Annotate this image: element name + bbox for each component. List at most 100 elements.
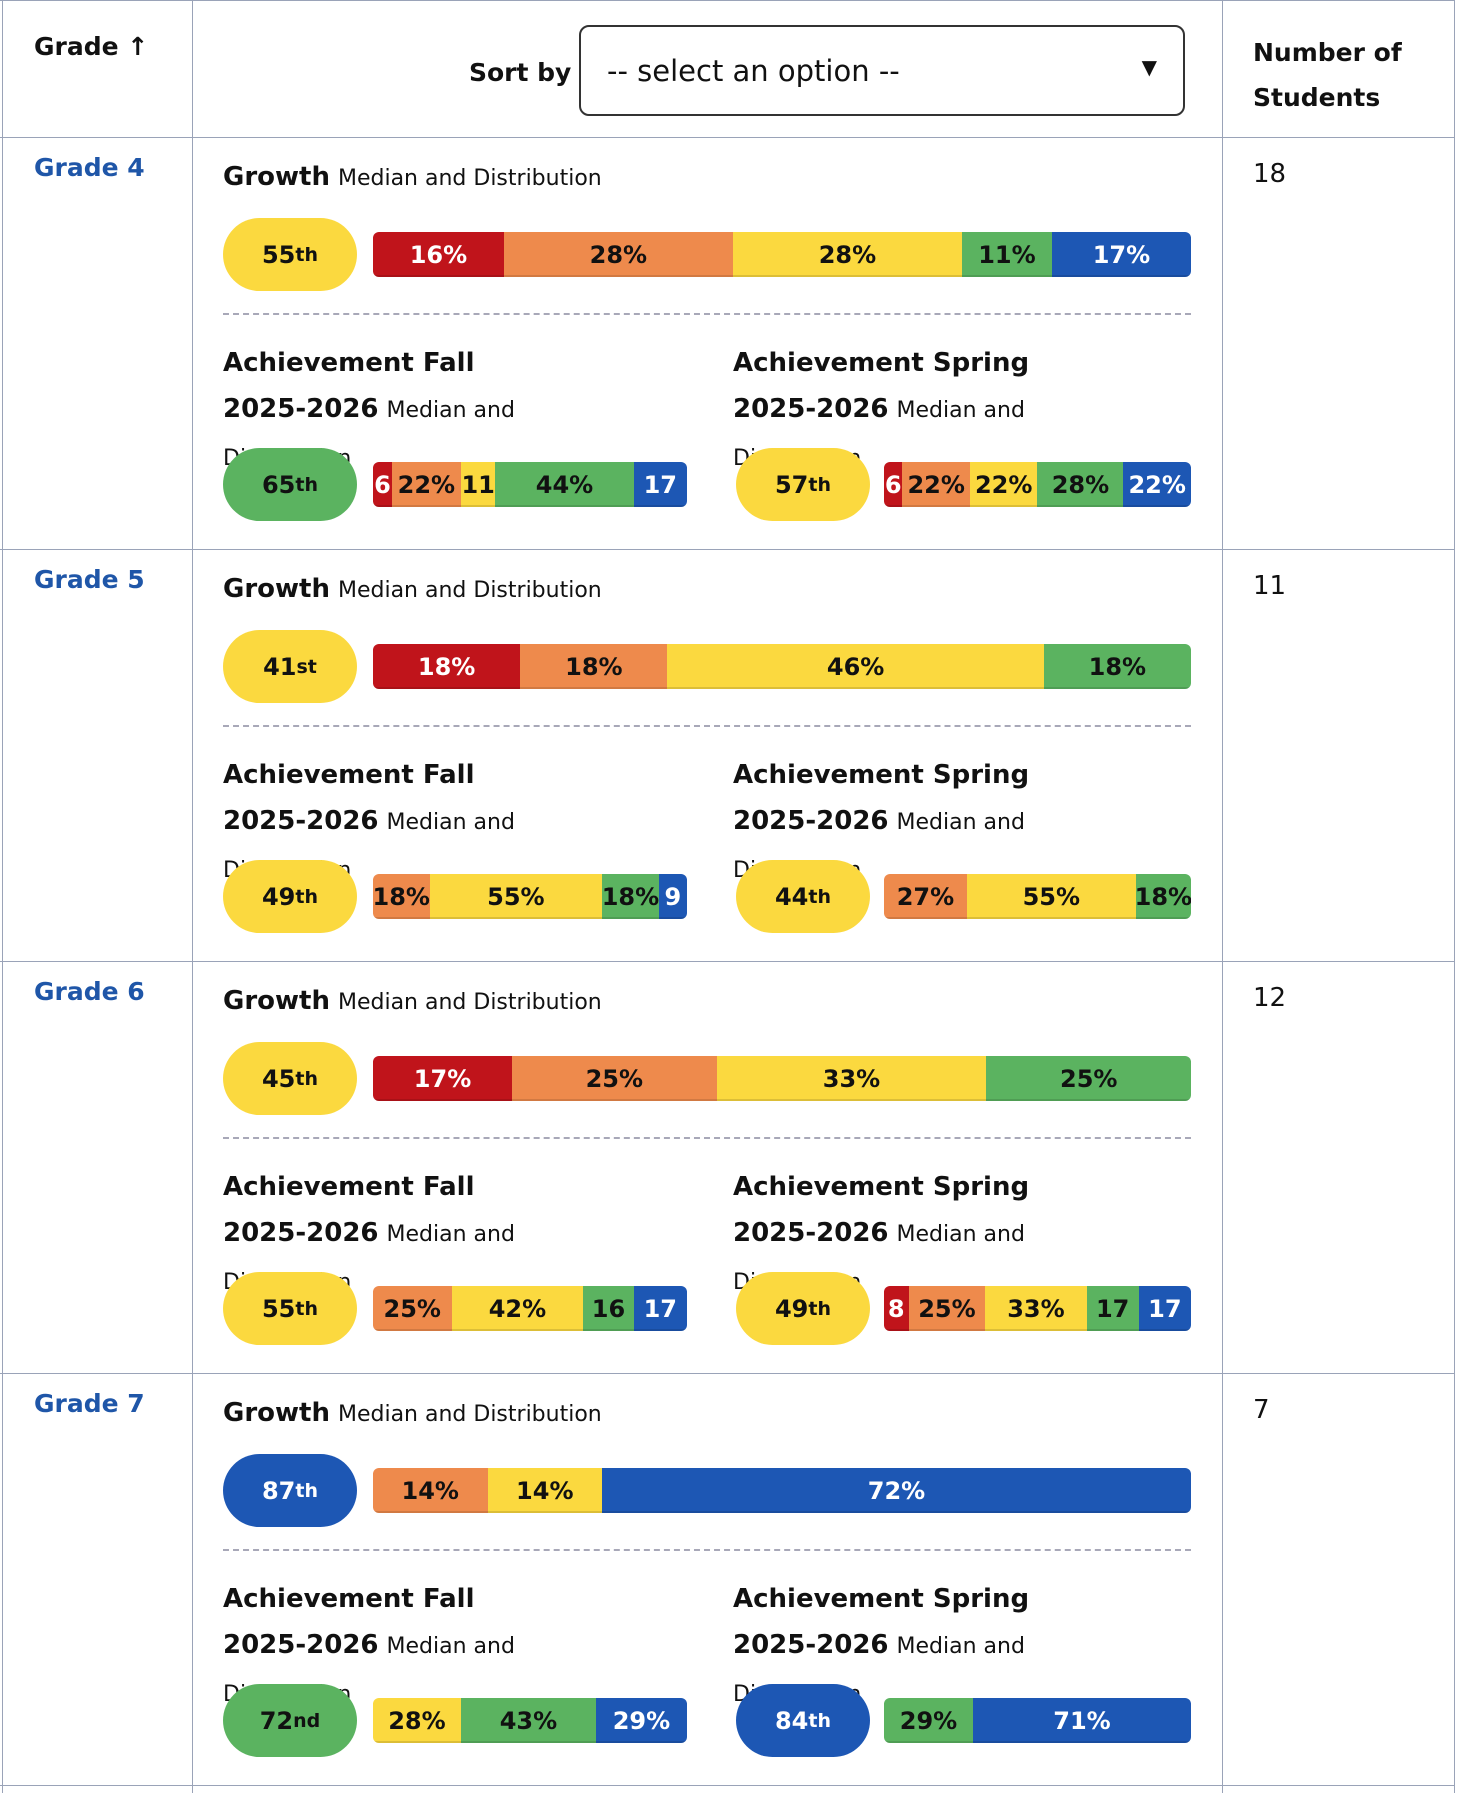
distribution-segment: 17	[633, 462, 687, 507]
segment-label: 46%	[826, 652, 885, 681]
distribution-bar: 6 22% 22% 28% 22%	[884, 462, 1191, 507]
distribution-segment: 18%	[373, 874, 430, 919]
segment-label: 22%	[1128, 470, 1186, 499]
distribution-bar: 25% 42% 16 17	[373, 1286, 687, 1331]
section-name: Growth	[223, 162, 330, 192]
distribution-segment: 28%	[1037, 462, 1124, 507]
segment-label: 22%	[397, 470, 456, 499]
median-value: 72	[259, 1706, 294, 1735]
section-title: Growth Median and Distribution	[223, 154, 1123, 202]
segment-label: 71%	[1053, 1706, 1111, 1735]
distribution-segment: 25%	[373, 1286, 452, 1331]
distribution-segment: 8	[884, 1286, 909, 1331]
distribution-segment: 55%	[429, 874, 603, 919]
median-value: 41	[263, 652, 297, 681]
distribution-bar: 16% 28% 28% 11% 17%	[373, 232, 1191, 277]
grade-label: Grade 7	[34, 1389, 145, 1418]
section-name: Achievement Fall 2025-2026	[223, 1584, 475, 1660]
grade-header[interactable]: Grade ↑	[34, 32, 148, 61]
student-count: 12	[1253, 983, 1287, 1013]
distribution-bar: 18% 18% 46% 18%	[373, 644, 1191, 689]
segment-label: 18%	[373, 882, 430, 911]
median-value: 45	[261, 1064, 296, 1093]
segment-label: 17	[643, 1294, 677, 1323]
section-name: Achievement Spring 2025-2026	[733, 348, 1030, 424]
sort-label: Sort by	[469, 58, 572, 87]
distribution-segment: 22%	[1123, 462, 1191, 507]
segment-label: 17%	[413, 1064, 472, 1093]
segment-label: 55%	[487, 882, 545, 911]
distribution-bar: 18% 55% 18% 9	[373, 874, 687, 919]
segment-label: 44%	[535, 470, 594, 499]
segment-label: 11%	[978, 240, 1036, 269]
border	[2, 0, 3, 1793]
segment-label: 8	[887, 1294, 905, 1323]
section-name: Achievement Fall 2025-2026	[223, 760, 475, 836]
segment-label: 18%	[1088, 652, 1147, 681]
segment-label: 17%	[1092, 240, 1151, 269]
segment-label: 28%	[1051, 470, 1110, 499]
median-suffix: th	[808, 473, 831, 496]
section-subtitle: Median and Distribution	[337, 166, 602, 191]
row-divider	[0, 549, 1455, 550]
section-name: Achievement Spring 2025-2026	[733, 1172, 1030, 1248]
section-name: Achievement Spring 2025-2026	[733, 1584, 1030, 1660]
segment-label: 25%	[1060, 1064, 1118, 1093]
median-suffix: nd	[293, 1709, 321, 1732]
section-name: Growth	[223, 574, 330, 604]
distribution-segment: 11	[460, 462, 496, 507]
distribution-segment: 29%	[595, 1698, 687, 1743]
distribution-segment: 18%	[373, 644, 521, 689]
distribution-segment: 17	[1138, 1286, 1191, 1331]
median-value: 65	[261, 470, 296, 499]
row-divider	[0, 0, 1455, 1]
median-suffix: th	[295, 473, 318, 496]
distribution-segment: 17	[1086, 1286, 1139, 1331]
section-separator	[223, 1137, 1191, 1139]
segment-label: 55%	[1022, 882, 1081, 911]
sort-select[interactable]: -- select an option -- ▼	[579, 25, 1185, 116]
segment-label: 25%	[585, 1064, 644, 1093]
distribution-segment: 22%	[902, 462, 970, 507]
segment-label: 14%	[516, 1476, 574, 1505]
distribution-segment: 17%	[1051, 232, 1191, 277]
segment-label: 18%	[1135, 882, 1191, 911]
sort-arrow: ↑	[118, 32, 149, 61]
border	[1454, 0, 1455, 1793]
section-subtitle: Median and Distribution	[337, 578, 602, 603]
student-count: 7	[1253, 1395, 1270, 1425]
segment-label: 6	[374, 470, 391, 499]
distribution-segment: 16%	[373, 232, 504, 277]
segment-label: 27%	[896, 882, 955, 911]
distribution-bar: 8 25% 33% 17 17	[884, 1286, 1191, 1331]
grade-label: Grade 5	[34, 565, 145, 594]
distribution-bar: 14% 14% 72%	[373, 1468, 1191, 1513]
distribution-segment: 28%	[373, 1698, 461, 1743]
segment-label: 22%	[974, 470, 1033, 499]
distribution-segment: 14%	[487, 1468, 603, 1513]
distribution-segment: 9	[658, 874, 687, 919]
segment-label: 42%	[488, 1294, 547, 1323]
dropdown-caret: ▼	[1141, 55, 1157, 79]
segment-label: 18%	[417, 652, 476, 681]
section-title: Growth Median and Distribution	[223, 566, 1123, 614]
distribution-segment: 28%	[732, 232, 962, 277]
segment-label: 28%	[818, 240, 877, 269]
segment-label: 9	[664, 882, 682, 911]
distribution-segment: 6	[884, 462, 903, 507]
row-divider	[0, 961, 1455, 962]
section-title: Growth Median and Distribution	[223, 1390, 1123, 1438]
distribution-segment: 29%	[884, 1698, 974, 1743]
distribution-segment: 25%	[512, 1056, 717, 1101]
median-value: 49	[774, 1294, 809, 1323]
distribution-segment: 55%	[966, 874, 1136, 919]
segment-label: 16	[591, 1294, 626, 1323]
segment-label: 29%	[612, 1706, 671, 1735]
median-suffix: th	[808, 1709, 831, 1732]
grade-header-label: Grade	[34, 32, 119, 61]
median-suffix: th	[808, 885, 831, 908]
distribution-segment: 43%	[460, 1698, 596, 1743]
